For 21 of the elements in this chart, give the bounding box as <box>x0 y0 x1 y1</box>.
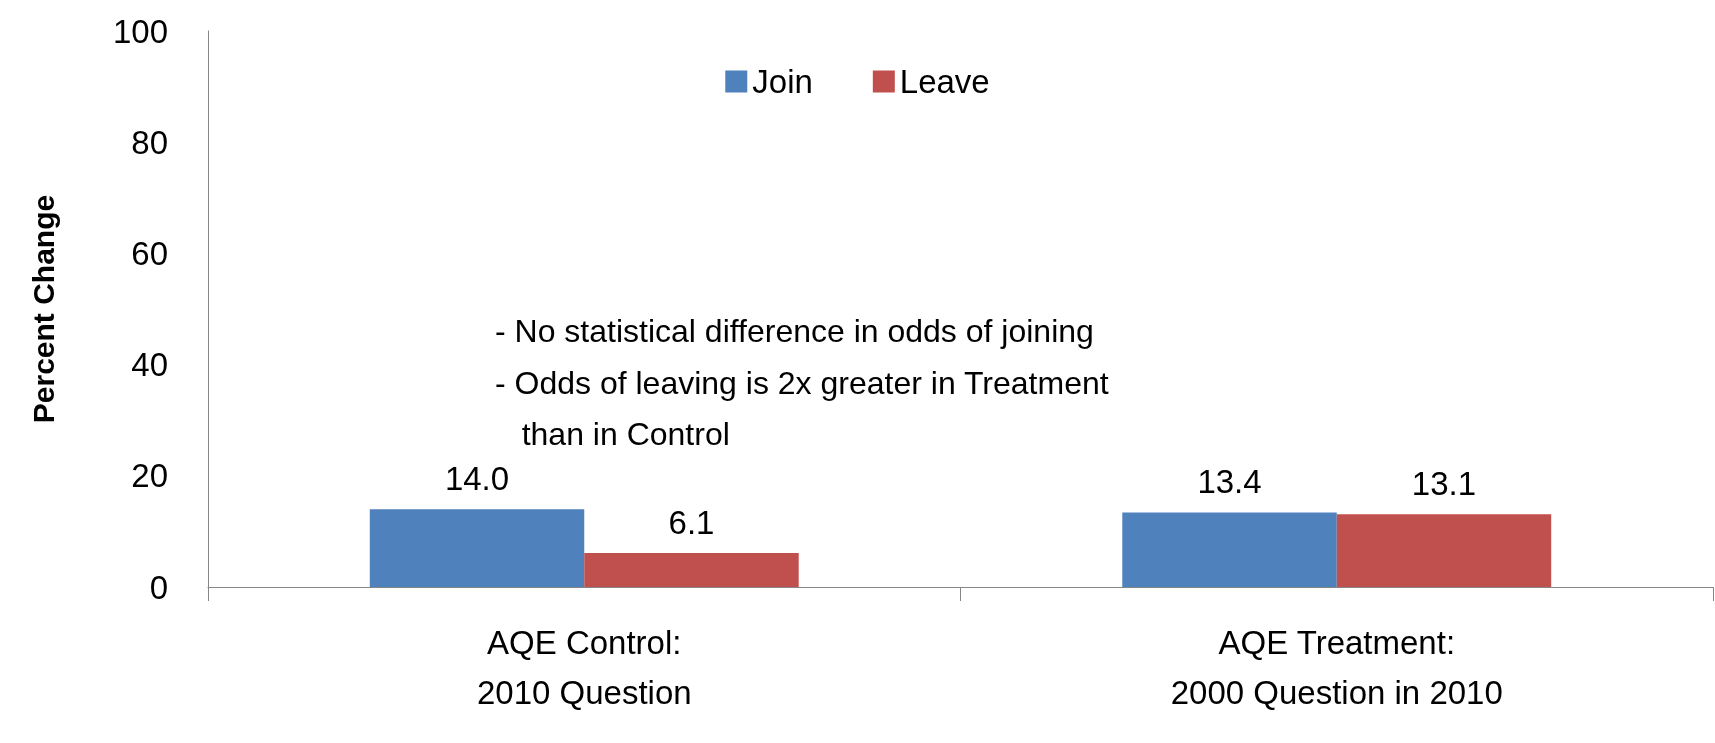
annotation: - Odds of leaving is 2x greater in Treatment than in Control <box>495 364 1109 452</box>
data-label: 13.4 <box>1197 463 1262 501</box>
bar <box>1336 514 1552 587</box>
annotation: - No statistical difference in odds of joining <box>495 312 1094 349</box>
legend-label: Join <box>752 63 813 100</box>
y-tick-label: 80 <box>131 123 168 161</box>
y-axis-title: Percent Change <box>26 194 60 424</box>
bar <box>369 509 585 587</box>
bar <box>584 553 799 587</box>
data-label: 6.1 <box>668 504 715 542</box>
y-tick-label: 60 <box>131 234 168 272</box>
bar <box>1122 512 1337 587</box>
y-tick-label: 40 <box>131 346 168 384</box>
legend-label: Leave <box>899 63 990 100</box>
x-tick-label: AQE Control: 2010 Question <box>476 623 692 711</box>
x-tick-label: AQE Treatment: 2000 Question in 2010 <box>1170 623 1503 711</box>
y-tick-label: 0 <box>149 568 168 606</box>
y-tick-label: 100 <box>112 12 168 50</box>
y-tick-label: 20 <box>131 457 168 495</box>
data-label: 14.0 <box>444 460 510 498</box>
data-label: 13.1 <box>1411 465 1477 503</box>
